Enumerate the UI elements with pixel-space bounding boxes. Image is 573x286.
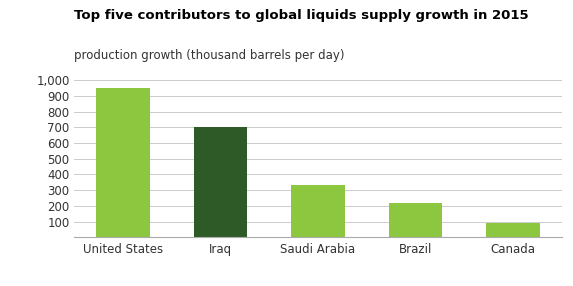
Text: Top five contributors to global liquids supply growth in 2015: Top five contributors to global liquids … (74, 9, 529, 21)
Bar (486, 223, 540, 237)
Bar (96, 88, 150, 237)
Bar (194, 127, 248, 237)
Text: production growth (thousand barrels per day): production growth (thousand barrels per … (74, 49, 345, 61)
Bar (291, 185, 345, 237)
Bar (388, 203, 442, 237)
